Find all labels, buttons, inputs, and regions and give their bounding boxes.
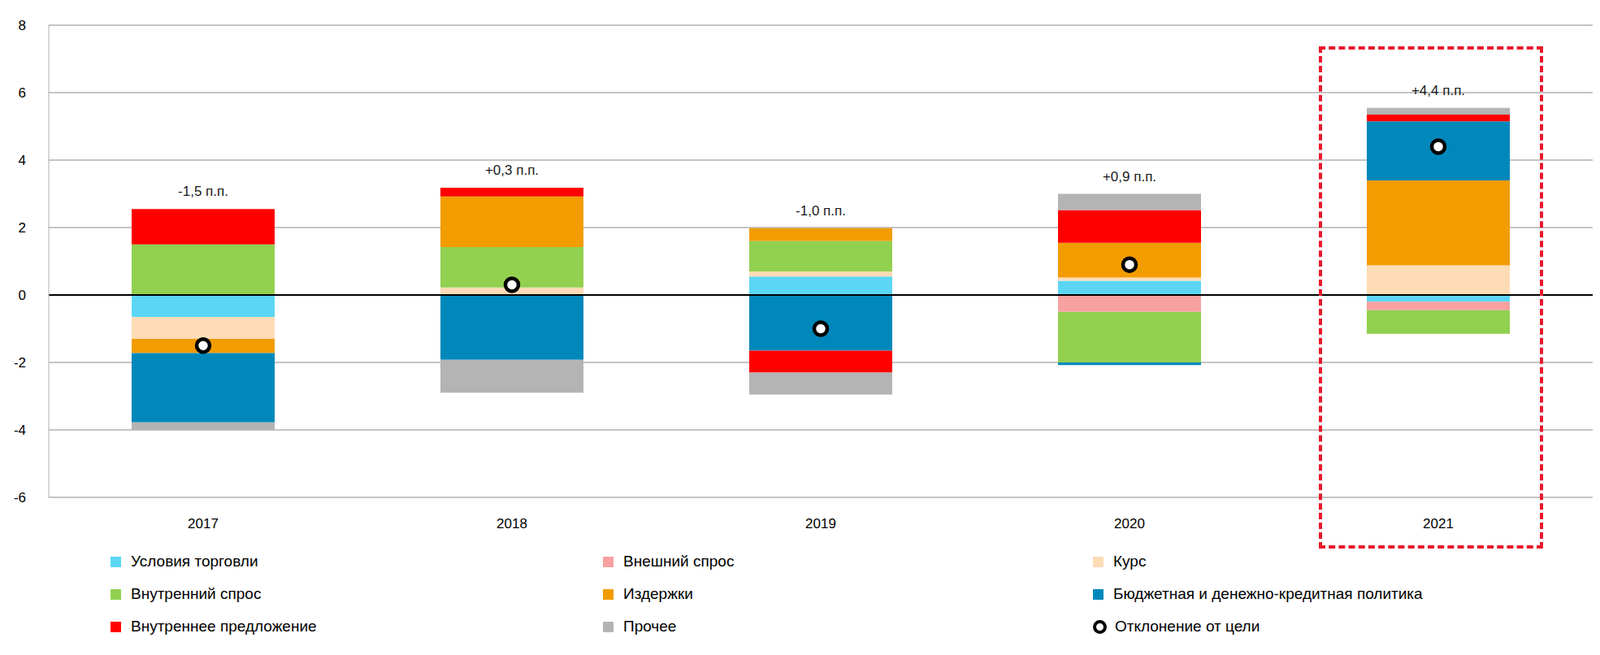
html-text:Внутренний спрос: Внутренний спрос (130, 585, 262, 603)
svg-text:2: 2 (18, 220, 27, 236)
html-text:Внешний спрос: Внешний спрос (623, 552, 735, 570)
svg-text:2018: 2018 (496, 515, 528, 532)
svg-text:-4: -4 (13, 422, 27, 438)
html-text:Прочее: Прочее (623, 617, 677, 635)
svg-text:0: 0 (18, 287, 27, 304)
svg-text:-2: -2 (13, 355, 27, 371)
html-text:Бюджетная и денежно-кредитная: Бюджетная и денежно-кредитная политика (1113, 585, 1423, 603)
html-text:Издержки: Издержки (623, 585, 693, 603)
svg-text:2019: 2019 (805, 515, 837, 532)
svg-text:+0,9 п.п.: +0,9 п.п. (1102, 169, 1157, 185)
svg-text:+0,3 п.п.: +0,3 п.п. (485, 162, 539, 178)
html-text:Отклонение от цели: Отклонение от цели (1114, 617, 1260, 635)
svg-text:2017: 2017 (187, 515, 219, 532)
svg-text:2020: 2020 (1114, 515, 1145, 532)
svg-text:4: 4 (18, 152, 27, 169)
svg-text:2021: 2021 (1422, 515, 1454, 532)
html-text:Внутреннее предложение: Внутреннее предложение (130, 617, 317, 635)
html-text:Курс: Курс (1113, 552, 1147, 570)
svg-text:-6: -6 (13, 489, 27, 506)
svg-text:-1,5 п.п.: -1,5 п.п. (177, 183, 229, 200)
html-text:Условия торговли: Условия торговли (130, 552, 258, 570)
svg-text:8: 8 (18, 17, 27, 34)
svg-text:6: 6 (18, 85, 27, 101)
svg-text:-1,0 п.п.: -1,0 п.п. (795, 203, 846, 219)
svg-text:+4,4 п.п.: +4,4 п.п. (1411, 82, 1466, 99)
